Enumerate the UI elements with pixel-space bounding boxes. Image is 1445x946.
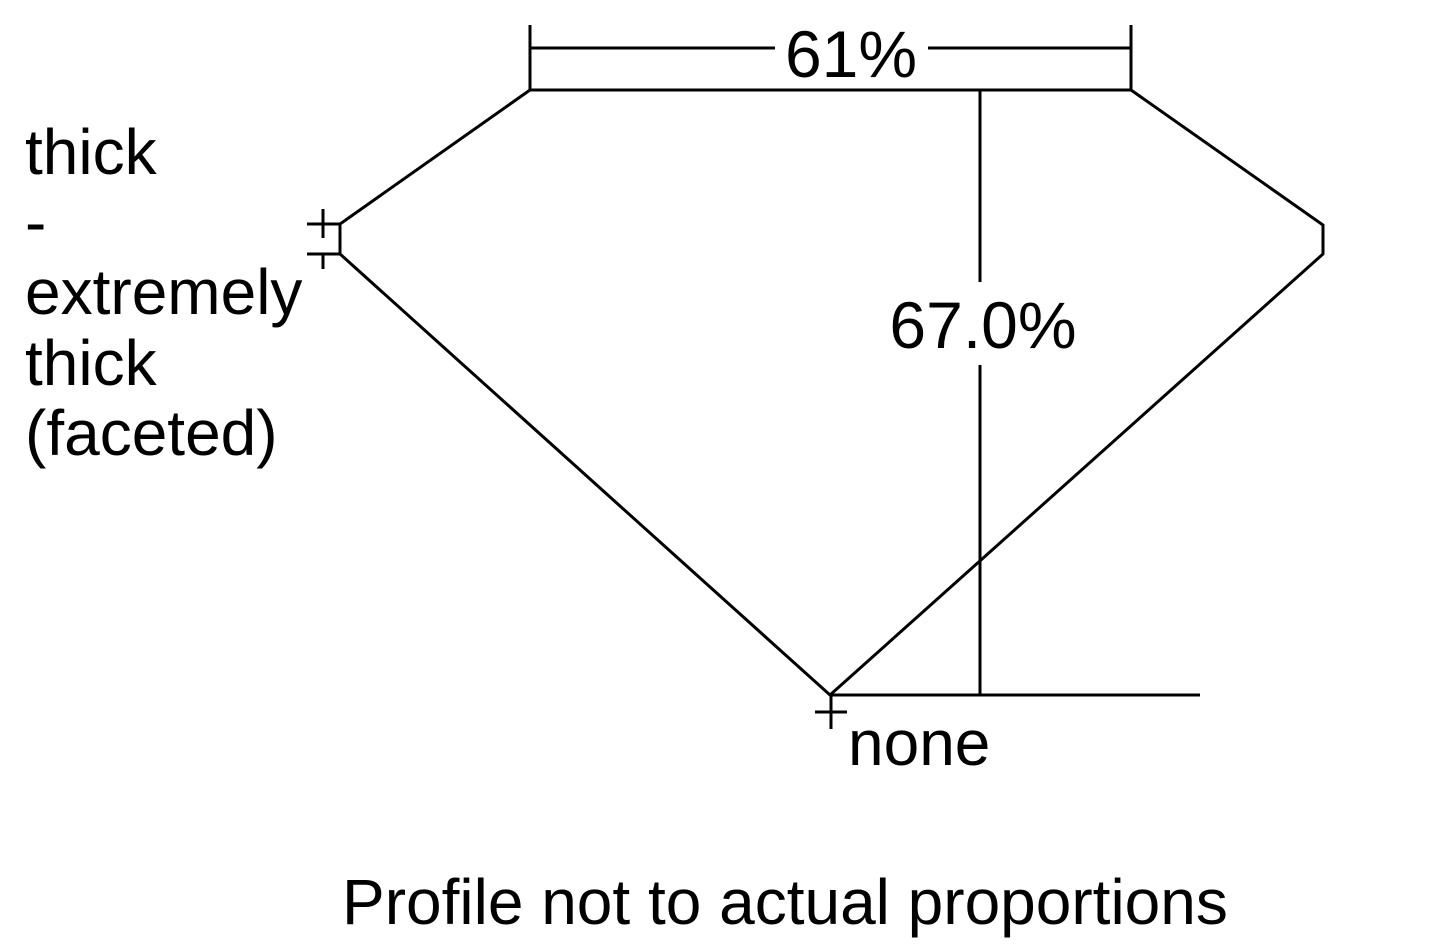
caption: Profile not to actual proportions bbox=[342, 866, 1228, 938]
girdle-label-line: (faceted) bbox=[25, 397, 278, 469]
girdle-label-line: - bbox=[25, 186, 46, 258]
table-percent-label: 61% bbox=[785, 17, 917, 91]
girdle-label-line: extremely bbox=[25, 256, 302, 328]
culet-label: none bbox=[848, 707, 990, 779]
depth-percent-label: 67.0% bbox=[889, 288, 1076, 362]
girdle-label-line: thick bbox=[25, 327, 158, 399]
diamond-outline bbox=[338, 88, 1325, 698]
girdle-label-line: thick bbox=[25, 116, 158, 188]
girdle-label: thick - extremely thick (faceted) bbox=[25, 116, 302, 469]
